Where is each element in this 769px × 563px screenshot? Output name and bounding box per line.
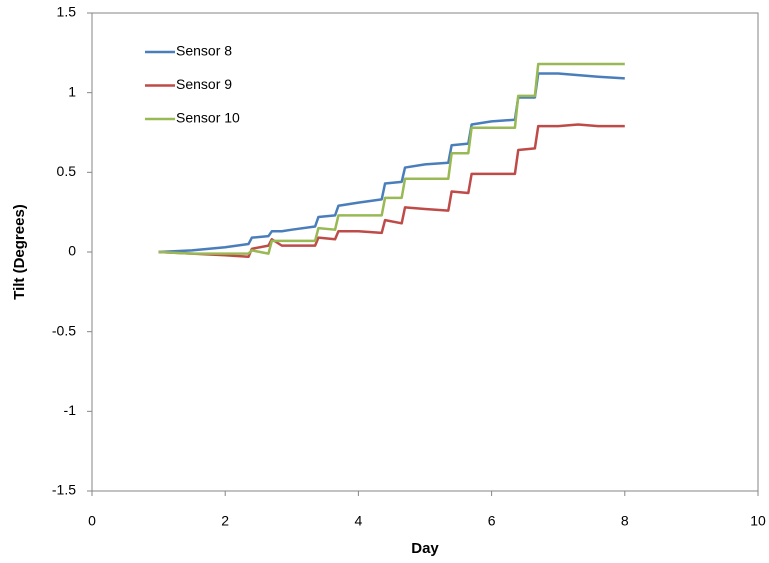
x-tick-label: 6 bbox=[488, 513, 496, 529]
x-tick-label: 8 bbox=[621, 513, 629, 529]
x-axis-title: Day bbox=[411, 540, 439, 557]
x-tick-label: 10 bbox=[750, 513, 766, 529]
y-axis-title: Tilt (Degrees) bbox=[11, 204, 28, 300]
series-line bbox=[158, 123, 625, 259]
x-tick-label: 4 bbox=[355, 513, 363, 529]
legend-label: Sensor 10 bbox=[176, 110, 240, 126]
y-tick-label: 1.5 bbox=[57, 4, 77, 20]
x-tick-label: 2 bbox=[221, 513, 229, 529]
series-line bbox=[158, 72, 625, 254]
y-tick-label: -1 bbox=[64, 402, 77, 418]
y-tick-label: 1 bbox=[68, 83, 76, 99]
y-tick-label: -0.5 bbox=[52, 322, 76, 338]
series-line bbox=[158, 62, 625, 255]
y-tick-label: -1.5 bbox=[52, 482, 76, 498]
x-tick-label: 0 bbox=[88, 513, 96, 529]
legend-label: Sensor 8 bbox=[176, 43, 232, 59]
y-tick-label: 0.5 bbox=[57, 163, 77, 179]
legend-label: Sensor 9 bbox=[176, 76, 232, 92]
y-tick-label: 0 bbox=[68, 243, 76, 259]
